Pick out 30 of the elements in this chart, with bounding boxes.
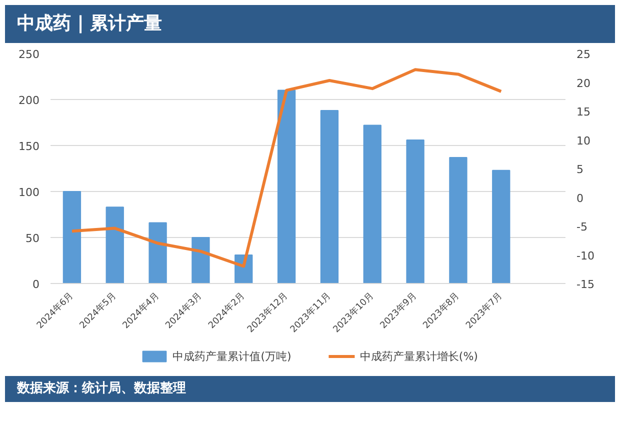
y2-tick-label: 25 xyxy=(576,48,590,61)
bar xyxy=(492,170,510,284)
y2-tick-label: 15 xyxy=(576,106,590,118)
y2-tick-label: 20 xyxy=(576,76,590,90)
bar xyxy=(148,222,167,284)
legend-label: 中成药产量累计值(万吨) xyxy=(172,350,292,363)
bar xyxy=(277,90,296,284)
bar xyxy=(449,156,468,284)
bar xyxy=(106,206,124,284)
bar xyxy=(192,237,210,284)
legend-label: 中成药产量累计增长(%) xyxy=(360,350,478,363)
y2-tick-label: -10 xyxy=(576,249,594,262)
source-note: 数据来源：统计局、数据整理 xyxy=(17,380,186,398)
bar xyxy=(62,191,82,284)
y-tick-label: 250 xyxy=(18,48,40,61)
y2-tick-label: 0 xyxy=(576,192,584,205)
chart-title: 中成药 | 累计产量 xyxy=(17,12,162,36)
bar xyxy=(363,124,382,284)
y2-tick-label: 5 xyxy=(576,163,584,176)
y-tick-label: 0 xyxy=(32,278,40,291)
y2-tick-label: 10 xyxy=(576,134,590,148)
bar xyxy=(406,139,424,284)
y2-tick-label: -5 xyxy=(576,220,588,234)
y-tick-label: 150 xyxy=(18,140,40,153)
y2-tick-label: -15 xyxy=(576,278,594,291)
line-series xyxy=(70,68,503,268)
bar xyxy=(320,110,339,284)
y-tick-label: 100 xyxy=(18,186,40,199)
y-tick-label: 200 xyxy=(18,94,40,107)
y-tick-label: 50 xyxy=(26,232,40,245)
